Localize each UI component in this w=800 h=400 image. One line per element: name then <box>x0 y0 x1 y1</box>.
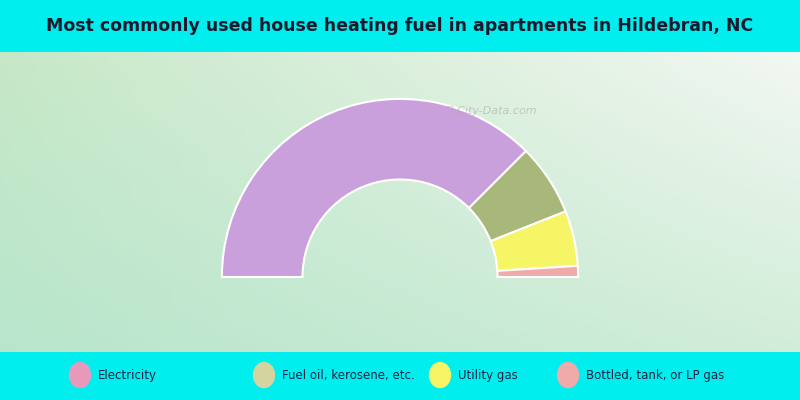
Wedge shape <box>469 151 566 241</box>
Text: Electricity: Electricity <box>98 368 157 382</box>
Ellipse shape <box>69 362 91 388</box>
Wedge shape <box>222 99 526 277</box>
Text: Utility gas: Utility gas <box>458 368 518 382</box>
Wedge shape <box>490 212 578 271</box>
Wedge shape <box>498 266 578 277</box>
Text: Fuel oil, kerosene, etc.: Fuel oil, kerosene, etc. <box>282 368 414 382</box>
Ellipse shape <box>429 362 451 388</box>
Ellipse shape <box>253 362 275 388</box>
Text: Ⓢ City-Data.com: Ⓢ City-Data.com <box>447 106 537 116</box>
Text: Most commonly used house heating fuel in apartments in Hildebran, NC: Most commonly used house heating fuel in… <box>46 17 754 35</box>
Ellipse shape <box>557 362 579 388</box>
Text: Bottled, tank, or LP gas: Bottled, tank, or LP gas <box>586 368 724 382</box>
